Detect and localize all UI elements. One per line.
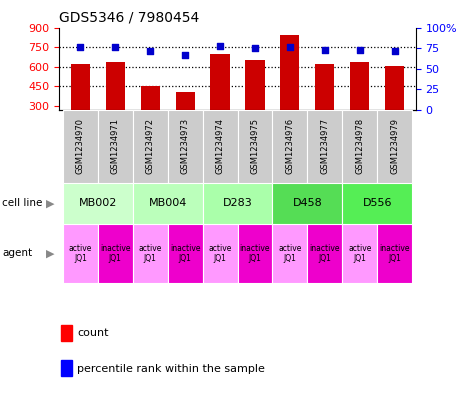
Text: inactive
JQ1: inactive JQ1 (310, 244, 340, 263)
Text: D556: D556 (362, 198, 392, 208)
Text: GSM1234972: GSM1234972 (146, 118, 155, 174)
Bar (238, 224, 273, 283)
Bar (168, 110, 202, 183)
Text: active
JQ1: active JQ1 (69, 244, 92, 263)
Text: percentile rank within the sample: percentile rank within the sample (77, 364, 265, 373)
Bar (175, 92, 195, 145)
Text: MB002: MB002 (78, 198, 117, 208)
Text: GDS5346 / 7980454: GDS5346 / 7980454 (59, 11, 200, 25)
Bar (210, 54, 229, 145)
Text: GSM1234971: GSM1234971 (111, 118, 120, 174)
Bar (342, 110, 377, 183)
Text: inactive
JQ1: inactive JQ1 (170, 244, 200, 263)
Point (112, 44, 119, 50)
Bar (342, 183, 412, 224)
Bar (246, 60, 265, 145)
Bar (385, 66, 404, 145)
Text: cell line: cell line (2, 198, 43, 208)
Text: GSM1234977: GSM1234977 (320, 118, 329, 174)
Bar (133, 183, 202, 224)
Bar (98, 224, 133, 283)
Text: active
JQ1: active JQ1 (209, 244, 232, 263)
Bar (307, 224, 342, 283)
Text: inactive
JQ1: inactive JQ1 (100, 244, 131, 263)
Bar (315, 64, 334, 145)
Bar (98, 110, 133, 183)
Bar (342, 224, 377, 283)
Point (251, 45, 259, 51)
Text: inactive
JQ1: inactive JQ1 (380, 244, 410, 263)
Bar (273, 183, 342, 224)
Point (391, 48, 399, 54)
Text: D283: D283 (223, 198, 252, 208)
Text: D458: D458 (293, 198, 322, 208)
Bar (63, 110, 98, 183)
Text: GSM1234976: GSM1234976 (285, 118, 294, 174)
Bar (273, 224, 307, 283)
Bar (202, 110, 238, 183)
Text: GSM1234978: GSM1234978 (355, 118, 364, 174)
Bar (307, 110, 342, 183)
Bar (105, 62, 125, 145)
Bar (238, 110, 273, 183)
Bar (168, 224, 202, 283)
Text: GSM1234979: GSM1234979 (390, 118, 399, 174)
Point (356, 47, 363, 53)
Bar (350, 62, 370, 145)
Point (146, 48, 154, 55)
Point (76, 44, 84, 50)
Bar (133, 110, 168, 183)
Bar (71, 64, 90, 145)
Point (181, 51, 189, 58)
Text: count: count (77, 328, 109, 338)
Bar (63, 224, 98, 283)
Text: agent: agent (2, 248, 32, 259)
Bar (61, 360, 72, 376)
Bar (133, 224, 168, 283)
Text: GSM1234970: GSM1234970 (76, 118, 85, 174)
Bar (377, 224, 412, 283)
Text: GSM1234974: GSM1234974 (216, 118, 225, 174)
Bar (202, 224, 238, 283)
Bar (61, 325, 72, 341)
Text: active
JQ1: active JQ1 (139, 244, 162, 263)
Text: GSM1234975: GSM1234975 (250, 118, 259, 174)
Text: ▶: ▶ (46, 248, 54, 259)
Bar (280, 35, 300, 145)
Text: active
JQ1: active JQ1 (278, 244, 302, 263)
Text: MB004: MB004 (149, 198, 187, 208)
Bar (202, 183, 273, 224)
Text: ▶: ▶ (46, 198, 54, 208)
Text: inactive
JQ1: inactive JQ1 (240, 244, 270, 263)
Text: GSM1234973: GSM1234973 (180, 118, 190, 174)
Bar (273, 110, 307, 183)
Bar (141, 86, 160, 145)
Point (321, 47, 329, 53)
Point (286, 44, 294, 50)
Bar (377, 110, 412, 183)
Bar (63, 183, 133, 224)
Text: active
JQ1: active JQ1 (348, 244, 371, 263)
Point (216, 43, 224, 50)
